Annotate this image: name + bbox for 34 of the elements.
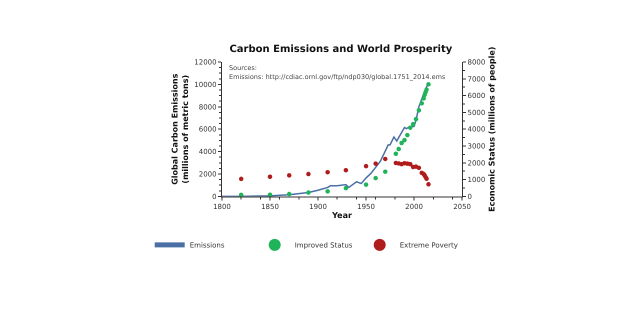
point [286, 192, 292, 196]
point [373, 161, 378, 166]
point [414, 116, 418, 122]
point [286, 173, 292, 178]
point [396, 146, 401, 152]
point [426, 182, 431, 187]
chart-title: Carbon Emissions and World Prosperity [229, 44, 453, 55]
point [344, 168, 348, 172]
point [402, 138, 407, 142]
point [238, 176, 244, 182]
point [325, 170, 330, 174]
point [399, 140, 404, 146]
y2-axis-title: Economic Status (millions of people) [487, 46, 496, 212]
point [424, 87, 429, 92]
point [383, 156, 388, 162]
point [306, 172, 311, 176]
point [364, 164, 368, 168]
point [410, 122, 416, 126]
x-axis-title: Year [331, 210, 352, 220]
point [364, 182, 368, 187]
point [344, 186, 348, 190]
point [325, 189, 330, 194]
point [383, 169, 388, 174]
point [420, 101, 424, 106]
point [416, 108, 422, 113]
point [268, 174, 272, 179]
point [394, 151, 398, 156]
point [306, 190, 311, 195]
point [416, 166, 422, 170]
point [373, 176, 378, 180]
point [405, 132, 410, 138]
y-axis-title: Global Carbon Emissions (millions of metric tons) [170, 73, 190, 185]
point [408, 125, 412, 130]
point [426, 82, 431, 87]
